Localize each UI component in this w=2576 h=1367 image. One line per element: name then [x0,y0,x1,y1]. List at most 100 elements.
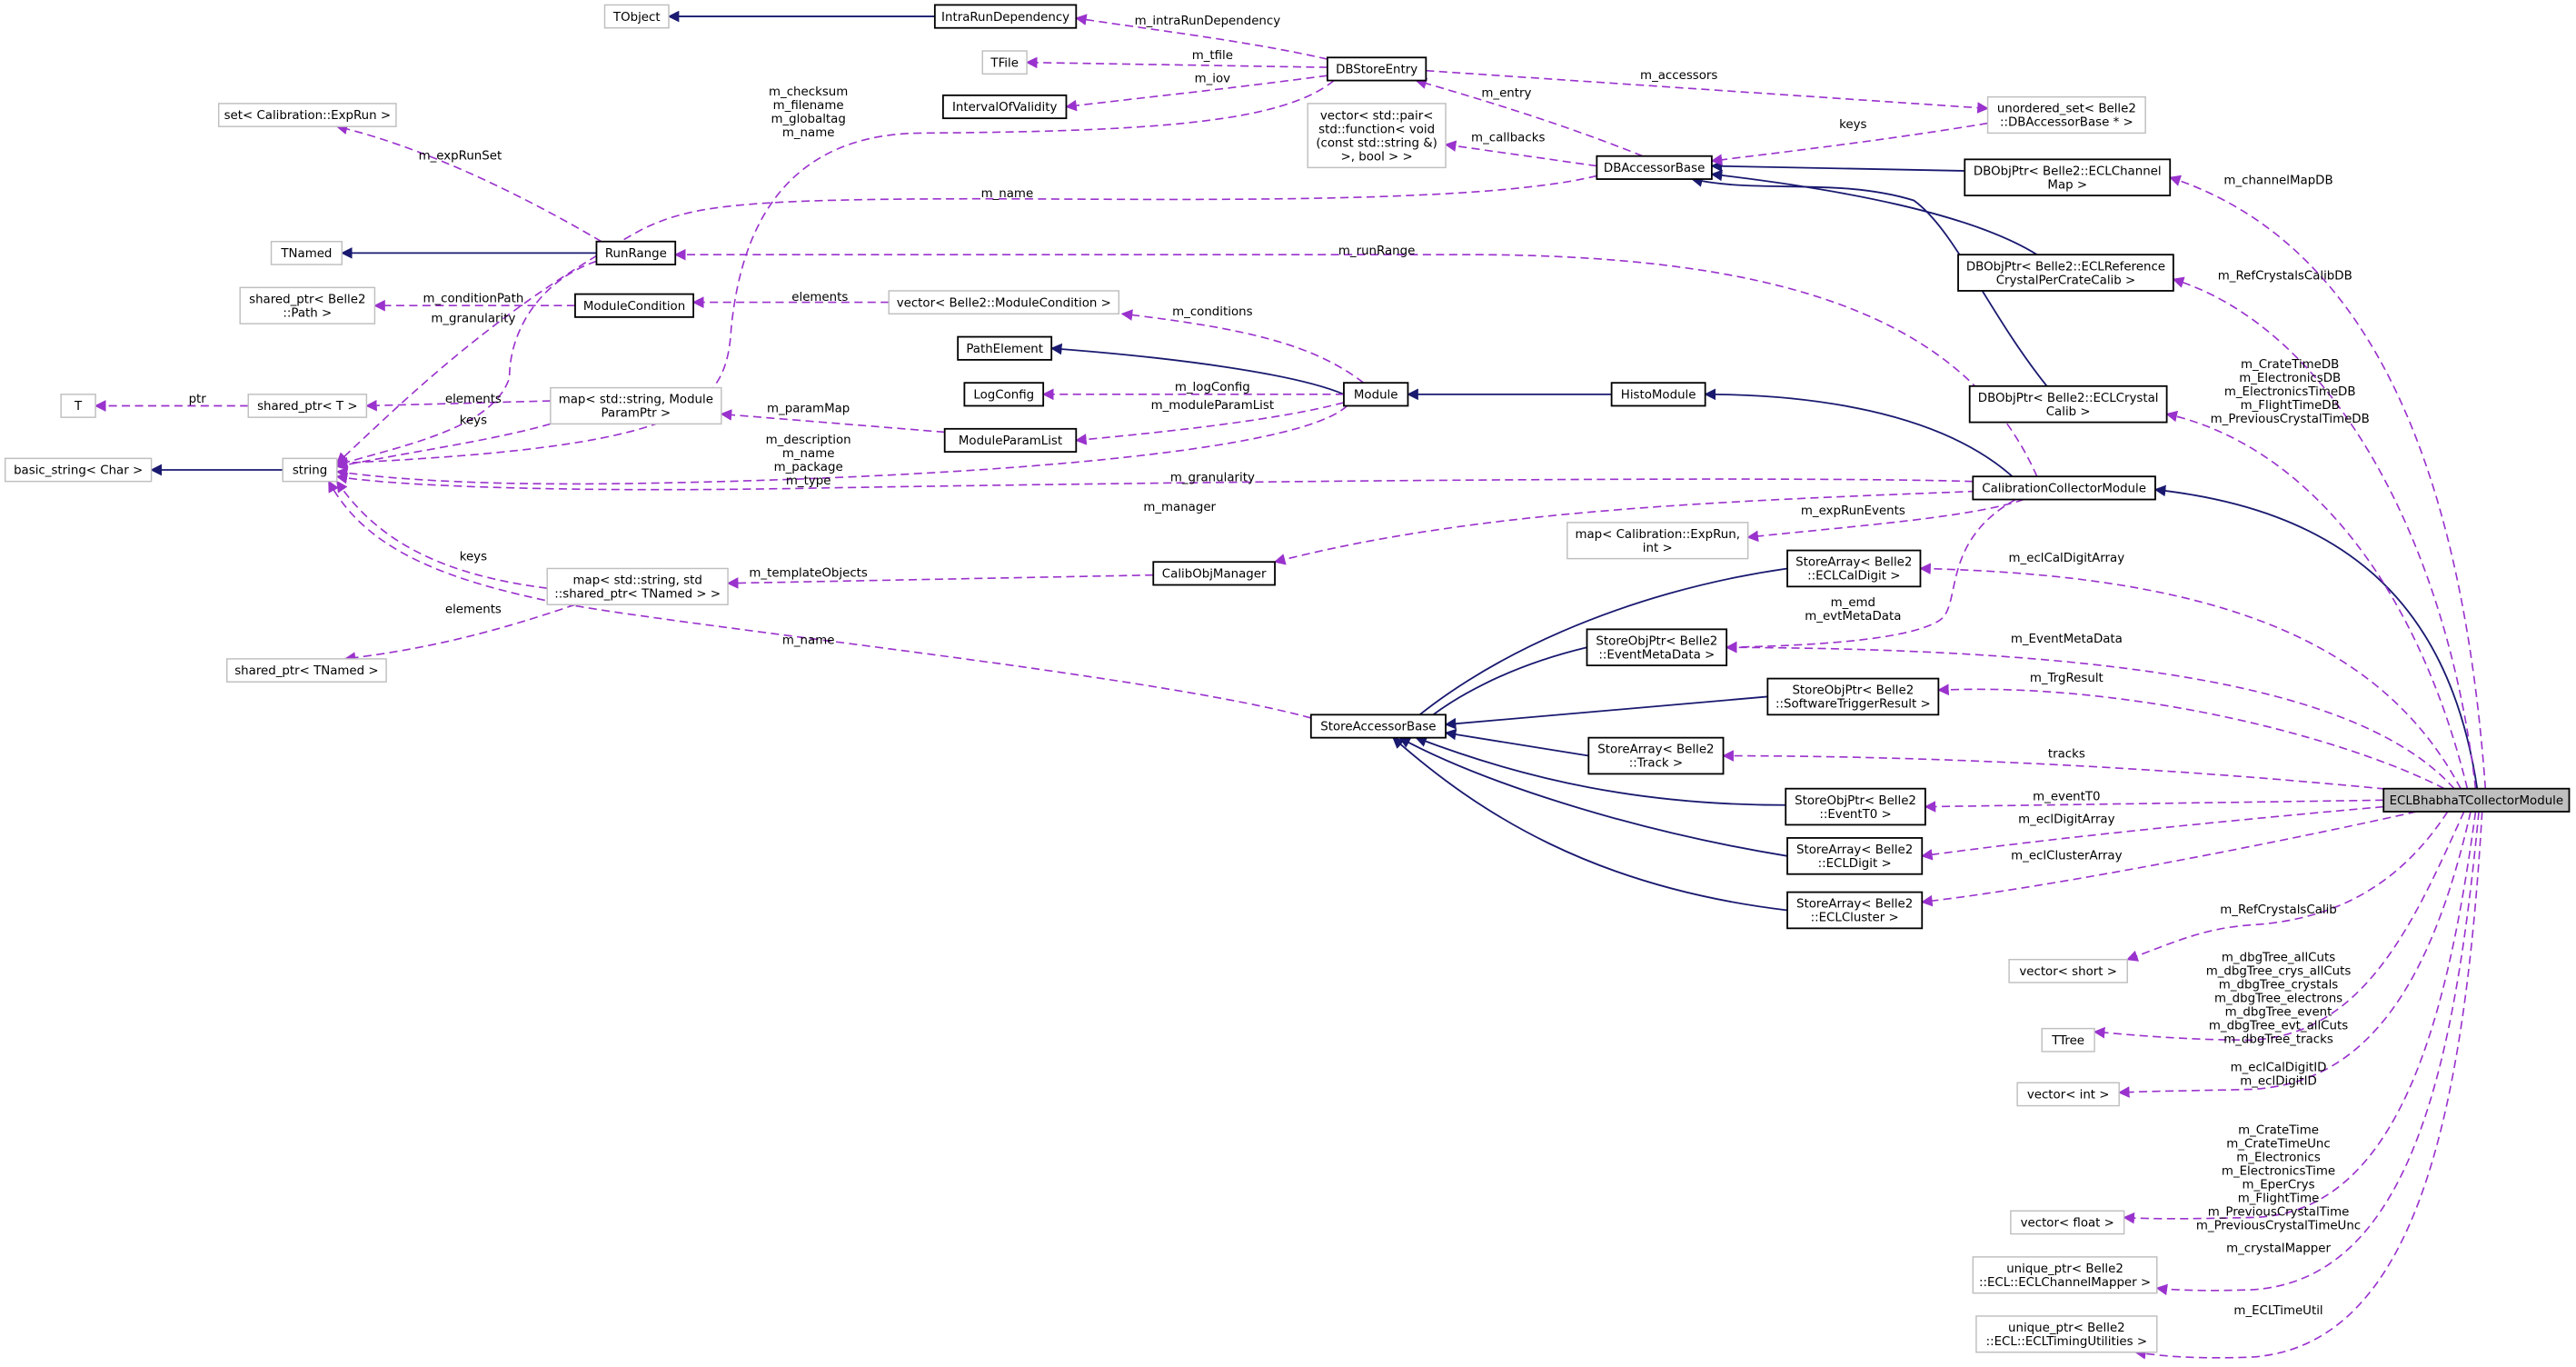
edge-label: m_EperCrys [2243,1178,2315,1192]
class-node-dbaccessor-base[interactable]: DBAccessorBase [1596,155,1713,180]
node-label: Calib > [2046,405,2091,419]
inheritance-edge-dbobj-ptr-crystal-calib-to-dbaccessor-base [1690,175,2048,387]
class-node-module[interactable]: Module [1343,382,1409,407]
node-box [1309,713,1447,739]
usage-edge-eclbhabha-tcollector-module-to-store-array-eclcluster: m_eclClusterArray [1921,811,2417,907]
node-label: TNamed [280,247,332,261]
class-node-tfile: TFile [981,50,1028,75]
class-node-store-array-track[interactable]: StoreArray< Belle2::Track > [1587,736,1725,775]
class-node-store-obj-ptr-swtrigger[interactable]: StoreObjPtr< Belle2::SoftwareTriggerResu… [1766,677,1940,716]
edge-line [726,574,1154,589]
node-label: ::Track > [1629,757,1683,771]
inheritance-edge-dbobj-ptr-channel-map-to-dbaccessor-base [1710,160,1965,173]
class-node-histo-module[interactable]: HistoModule [1610,382,1706,407]
class-node-path-element[interactable]: PathElement [957,335,1053,361]
node-label: TFile [990,56,1019,70]
class-node-module-param-list[interactable]: ModuleParamList [943,427,1078,454]
node-box [1972,475,2156,501]
class-node-calibration-collector-module[interactable]: CalibrationCollectorModule [1972,475,2156,501]
node-label: IntervalOfValidity [952,101,1058,115]
node-box [282,457,338,483]
edge-line [1075,14,1328,60]
usage-edge-eclbhabha-tcollector-module-to-ttree: m_dbgTree_allCutsm_dbgTree_crys_allCutsm… [2093,811,2465,1047]
node-label: DBObjPtr< Belle2::ECLCrystal [1978,392,2159,405]
class-node-store-obj-ptr-event-meta-data[interactable]: StoreObjPtr< Belle2::EventMetaData > [1586,628,1728,667]
edge-label: m_description [766,434,851,447]
usage-edge-map-tnamed-to-shared-ptr-tnamed: elements [343,603,576,664]
usage-edge-dbstore-entry-to-unordered-set: m_accessors [1426,69,1989,114]
node-label: Map > [2047,178,2087,192]
class-node-log-config[interactable]: LogConfig [963,382,1045,407]
edge-label: m_eclCalDigitID [2231,1062,2327,1075]
node-label: ::ECL::ECLTimingUtilities > [1986,1335,2147,1349]
edge-label: m_emd [1831,596,1875,610]
class-node-run-range[interactable]: RunRange [595,240,677,265]
edge-line [1725,498,2016,654]
node-box [1307,103,1447,169]
node-box [1566,522,1749,560]
usage-edge-map-module-param-ptr-to-string: keys [335,414,552,471]
edge-label: m_conditionPath [423,293,523,306]
class-node-module-condition[interactable]: ModuleCondition [574,293,695,318]
node-label: DBObjPtr< Belle2::ECLReference [1966,260,2165,274]
node-box [1964,158,2172,197]
class-node-vector-pair: vector< std::pair<std::function< void(co… [1307,103,1447,169]
inheritance-edge-store-array-eclcluster-to-store-accessor-base [1392,736,1788,912]
node-label: ::DBAccessorBase * > [2000,116,2133,130]
edge-line [2093,811,2465,1042]
class-node-shared-ptr-t: shared_ptr< T > [247,394,368,418]
node-label: ModuleParamList [959,434,1062,448]
class-node-store-array-eclcluster[interactable]: StoreArray< Belle2::ECLCluster > [1786,891,1924,930]
inheritance-edge-store-obj-ptr-swtrigger-to-store-accessor-base [1444,695,1768,730]
class-node-map-tnamed: map< std::string, std::shared_ptr< TName… [546,567,729,605]
node-label: ModuleCondition [583,300,685,314]
class-node-intra-run-dependency[interactable]: IntraRunDependency [933,4,1078,29]
node-box [1972,1256,2158,1294]
edge-label: m_eclDigitID [2240,1075,2317,1089]
edge-line [336,480,548,589]
class-node-dbstore-entry[interactable]: DBStoreEntry [1326,56,1427,82]
edge-line [1392,736,1788,912]
class-node-interval-of-validity[interactable]: IntervalOfValidity [941,94,1068,120]
class-node-vector-int: vector< int > [2016,1082,2120,1107]
node-box [2382,787,2571,813]
class-node-dbobj-ptr-channel-map[interactable]: DBObjPtr< Belle2::ECLChannelMap > [1964,158,2172,197]
edge-line [365,399,551,412]
node-box [1986,95,2146,135]
class-node-store-array-ecldigit[interactable]: StoreArray< Belle2::ECLDigit > [1786,837,1924,875]
edge-label: m_paramMap [767,403,850,416]
node-label: vector< short > [2019,965,2117,979]
node-box [941,94,1068,120]
usage-edge-eclbhabha-tcollector-module-to-store-obj-ptr-event-t0: m_eventT0 [1924,790,2384,813]
edge-line [335,472,1974,491]
class-node-store-accessor-base[interactable]: StoreAccessorBase [1309,713,1447,739]
class-node-tnamed: TNamed [270,241,343,265]
edge-line [2123,811,2477,1224]
node-label: ::ECLDigit > [1818,857,1892,871]
node-box [247,394,368,418]
node-box [1586,628,1728,667]
node-label: vector< Belle2::ModuleCondition > [897,296,1111,310]
class-node-string: string [282,457,338,483]
node-box [1957,254,2174,292]
edge-line [1710,169,2038,255]
usage-edge-run-range-to-set-exp-run: m_expRunSet [335,123,602,243]
node-label: ::ECLCalDigit > [1807,570,1900,584]
node-box [239,286,376,324]
class-node-calib-obj-manager[interactable]: CalibObjManager [1152,561,1276,586]
usage-edge-module-to-log-config: m_logConfig [1041,381,1344,401]
node-label: ::Path > [283,306,332,320]
edge-label: m_granularity [1170,472,1255,485]
class-node-store-array-eclcal-digit[interactable]: StoreArray< Belle2::ECLCalDigit > [1786,549,1922,588]
class-node-store-obj-ptr-event-t0[interactable]: StoreObjPtr< Belle2::EventT0 > [1785,787,1926,826]
node-box [1152,561,1276,586]
edge-line [343,604,576,664]
edge-line [1273,490,1976,565]
node-box [933,4,1078,29]
class-node-dbobj-ptr-ref-crystal[interactable]: DBObjPtr< Belle2::ECLReferenceCrystalPer… [1957,254,2174,292]
edge-label: m_dbgTree_electrons [2214,993,2342,1006]
